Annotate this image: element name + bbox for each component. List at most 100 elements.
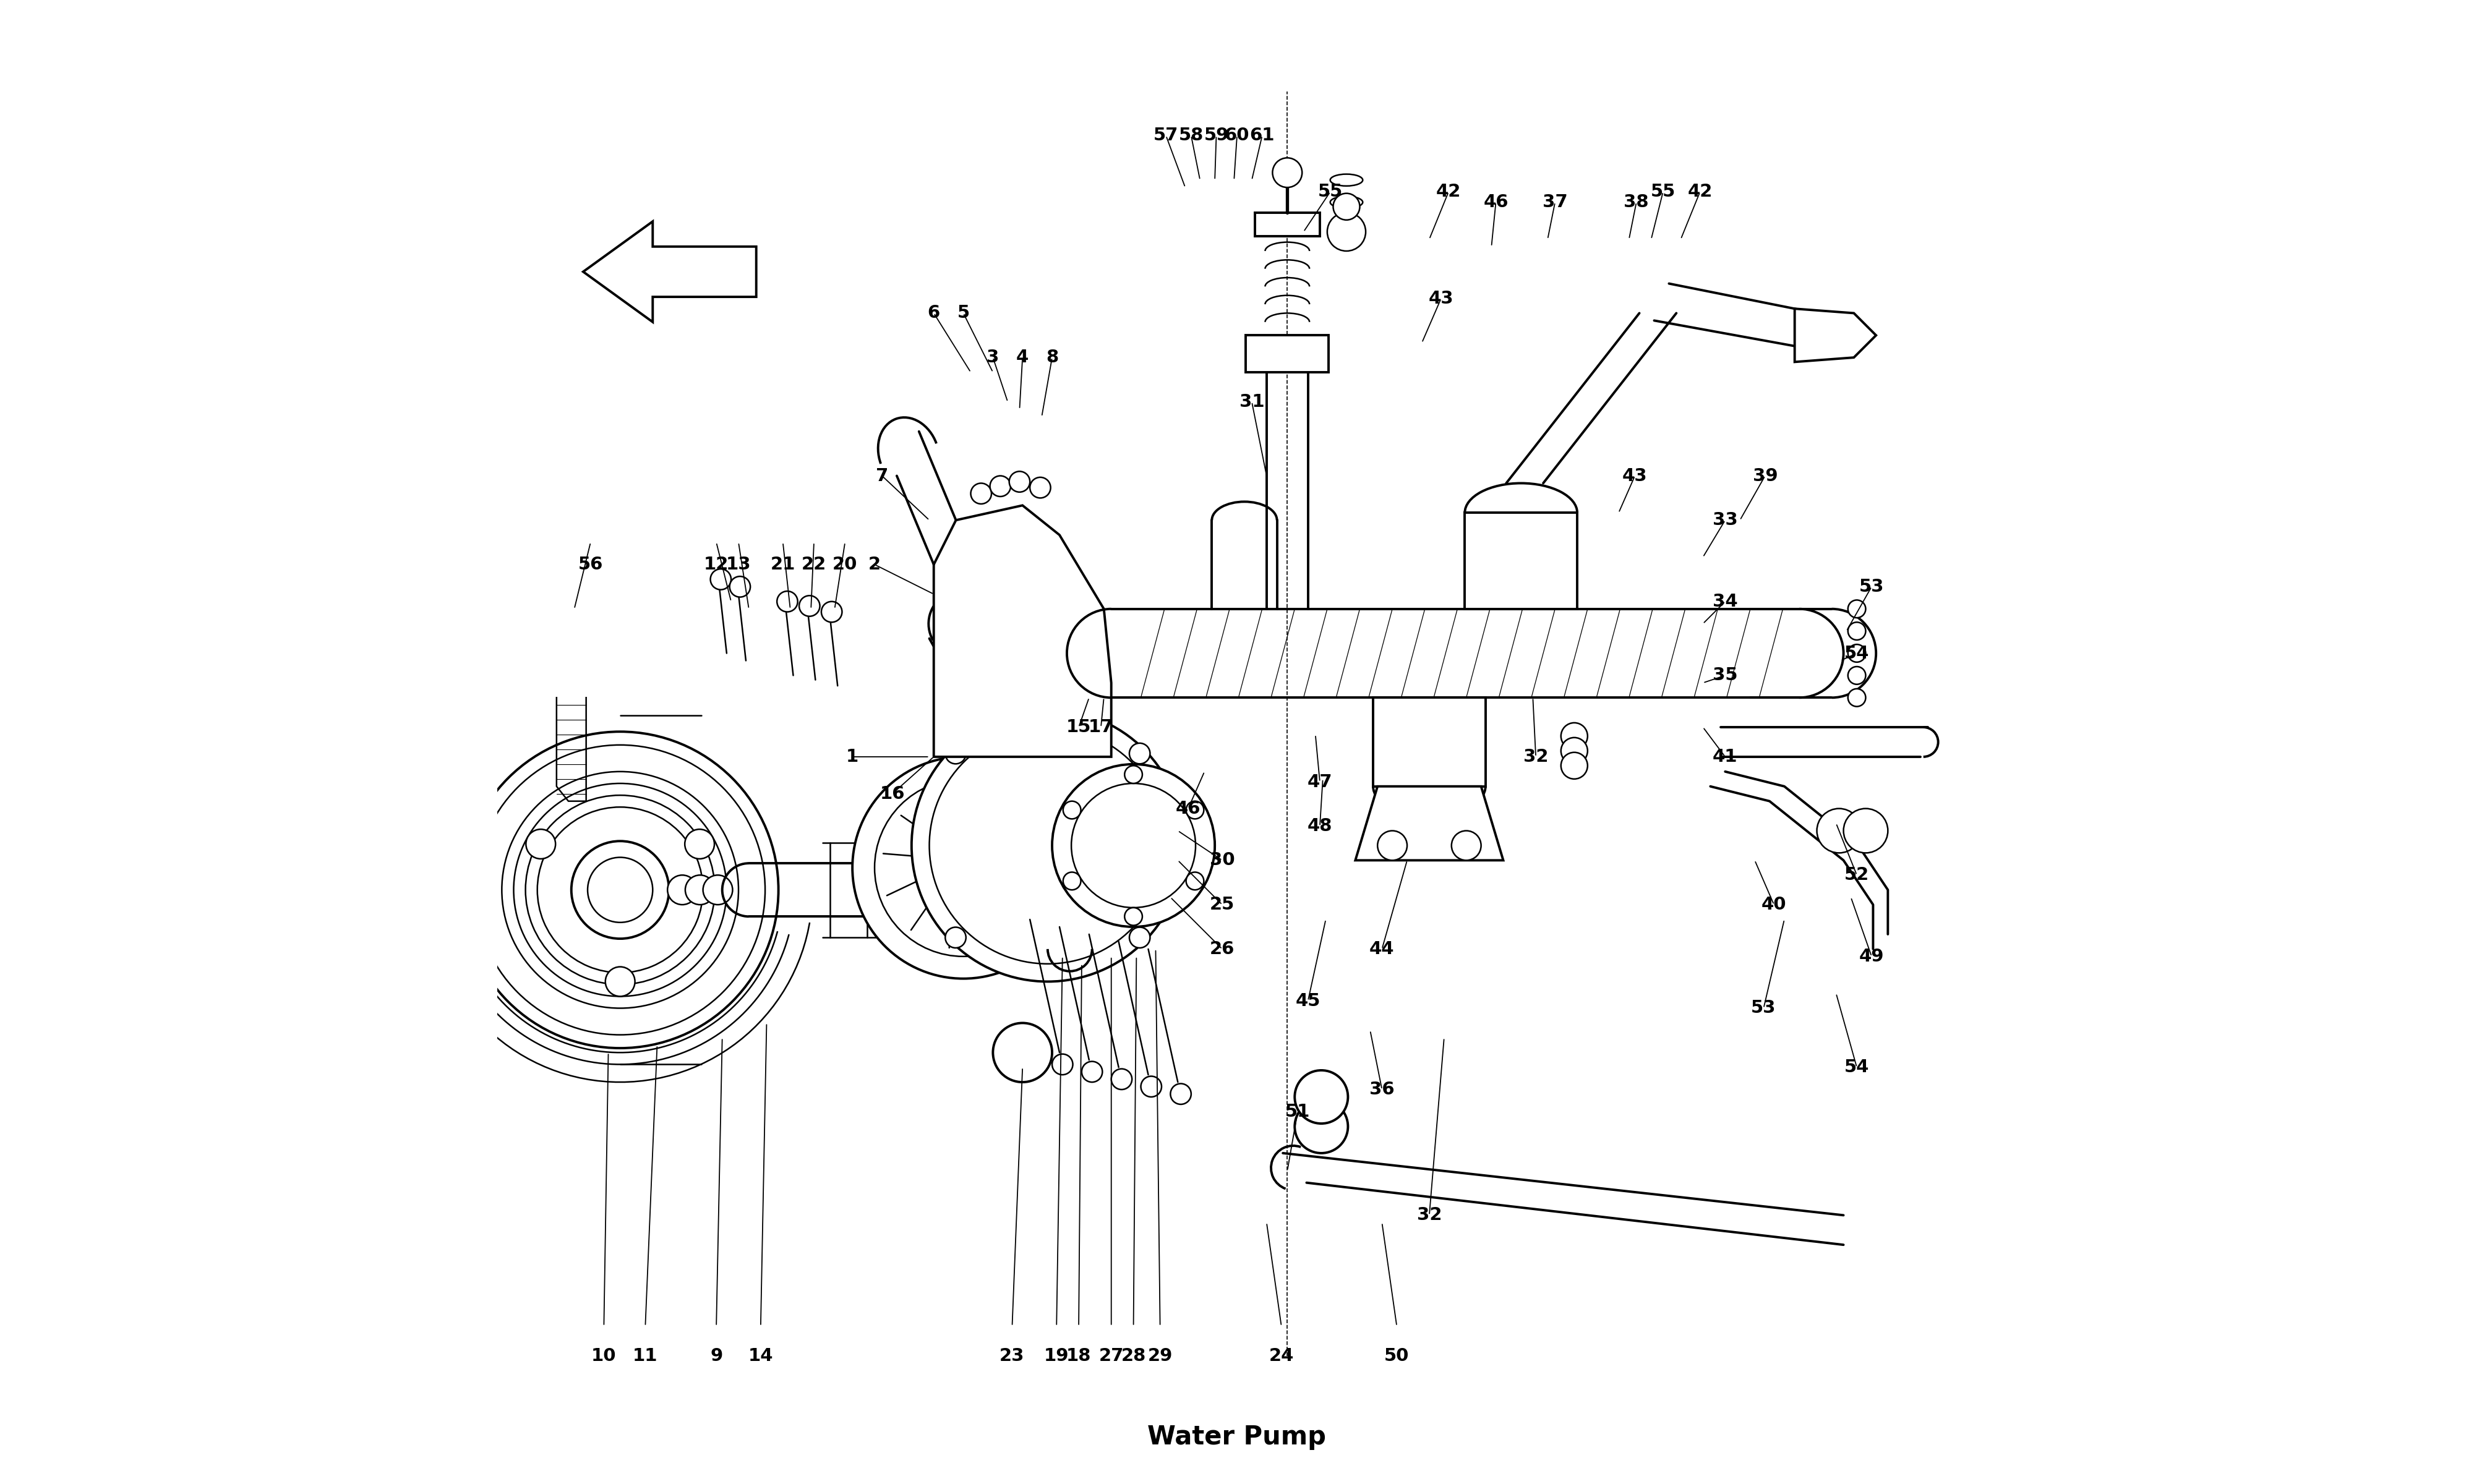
Circle shape bbox=[1128, 927, 1150, 948]
Circle shape bbox=[1126, 766, 1143, 784]
Text: 10: 10 bbox=[591, 1347, 616, 1364]
Circle shape bbox=[1051, 764, 1215, 927]
Circle shape bbox=[1561, 752, 1588, 779]
Text: 3: 3 bbox=[987, 349, 999, 367]
Circle shape bbox=[730, 576, 750, 597]
Circle shape bbox=[1378, 831, 1408, 861]
Text: 22: 22 bbox=[802, 556, 826, 573]
Text: 8: 8 bbox=[1047, 349, 1059, 367]
Polygon shape bbox=[1254, 212, 1319, 236]
Circle shape bbox=[589, 858, 653, 923]
Text: 46: 46 bbox=[1484, 193, 1509, 211]
Text: 15: 15 bbox=[1066, 718, 1091, 736]
Text: 36: 36 bbox=[1371, 1080, 1395, 1098]
Circle shape bbox=[970, 484, 992, 505]
Text: 26: 26 bbox=[1210, 941, 1235, 957]
Text: 28: 28 bbox=[1121, 1347, 1145, 1364]
Circle shape bbox=[1333, 193, 1361, 220]
Text: 55: 55 bbox=[1319, 183, 1343, 200]
Circle shape bbox=[685, 830, 715, 859]
Text: Water Pump: Water Pump bbox=[1148, 1425, 1326, 1450]
Text: 48: 48 bbox=[1306, 818, 1333, 835]
Circle shape bbox=[703, 876, 732, 905]
Circle shape bbox=[1170, 1083, 1190, 1104]
Text: 5: 5 bbox=[957, 304, 970, 322]
Circle shape bbox=[1843, 809, 1888, 853]
Circle shape bbox=[910, 709, 1183, 981]
Text: 42: 42 bbox=[1435, 183, 1462, 200]
Text: 40: 40 bbox=[1761, 896, 1786, 913]
Circle shape bbox=[1111, 1068, 1133, 1089]
Text: 11: 11 bbox=[633, 1347, 658, 1364]
Circle shape bbox=[1064, 873, 1081, 890]
Text: 25: 25 bbox=[1210, 896, 1235, 913]
Circle shape bbox=[1128, 743, 1150, 764]
Text: 33: 33 bbox=[1712, 512, 1737, 528]
Circle shape bbox=[1185, 873, 1205, 890]
Text: 49: 49 bbox=[1858, 948, 1885, 965]
Text: 2: 2 bbox=[868, 556, 881, 573]
Text: 52: 52 bbox=[1843, 867, 1870, 884]
Circle shape bbox=[710, 568, 732, 589]
Text: 44: 44 bbox=[1371, 941, 1395, 957]
Circle shape bbox=[1848, 666, 1865, 684]
Text: 53: 53 bbox=[1858, 579, 1885, 595]
Text: 1: 1 bbox=[846, 748, 858, 766]
Ellipse shape bbox=[1331, 196, 1363, 208]
Circle shape bbox=[668, 876, 698, 905]
Circle shape bbox=[990, 476, 1012, 497]
Text: 19: 19 bbox=[1044, 1347, 1069, 1364]
Circle shape bbox=[463, 732, 779, 1048]
Circle shape bbox=[1561, 738, 1588, 764]
Circle shape bbox=[1848, 689, 1865, 706]
Text: 4: 4 bbox=[1017, 349, 1029, 367]
Circle shape bbox=[606, 966, 636, 996]
Text: 20: 20 bbox=[834, 556, 858, 573]
Circle shape bbox=[527, 830, 557, 859]
Circle shape bbox=[945, 927, 965, 948]
Text: 56: 56 bbox=[579, 556, 604, 573]
Text: 18: 18 bbox=[1066, 1347, 1091, 1364]
Circle shape bbox=[821, 601, 841, 622]
Circle shape bbox=[854, 757, 1074, 978]
Circle shape bbox=[1126, 908, 1143, 926]
Text: 57: 57 bbox=[1153, 128, 1178, 144]
Circle shape bbox=[685, 876, 715, 905]
Text: 43: 43 bbox=[1623, 467, 1648, 484]
Circle shape bbox=[1848, 622, 1865, 640]
Text: 37: 37 bbox=[1541, 193, 1569, 211]
Text: 35: 35 bbox=[1712, 666, 1737, 684]
Text: 12: 12 bbox=[703, 556, 730, 573]
Text: 6: 6 bbox=[928, 304, 940, 322]
Polygon shape bbox=[1356, 787, 1504, 861]
Circle shape bbox=[1294, 1070, 1348, 1123]
Circle shape bbox=[1816, 809, 1860, 853]
Text: 39: 39 bbox=[1752, 467, 1779, 484]
Circle shape bbox=[1294, 1100, 1348, 1153]
Text: 51: 51 bbox=[1284, 1103, 1311, 1120]
Circle shape bbox=[1272, 157, 1301, 187]
Text: 17: 17 bbox=[1089, 718, 1113, 736]
Circle shape bbox=[1185, 801, 1205, 819]
Text: 13: 13 bbox=[725, 556, 752, 573]
Polygon shape bbox=[1465, 513, 1578, 608]
Text: 7: 7 bbox=[876, 467, 888, 484]
Text: 61: 61 bbox=[1249, 128, 1274, 144]
Circle shape bbox=[945, 849, 982, 887]
Text: 58: 58 bbox=[1178, 128, 1202, 144]
Circle shape bbox=[1141, 1076, 1163, 1097]
Text: 55: 55 bbox=[1650, 183, 1675, 200]
Circle shape bbox=[1081, 1061, 1103, 1082]
Text: 14: 14 bbox=[747, 1347, 774, 1364]
Text: 31: 31 bbox=[1239, 393, 1264, 411]
Text: 54: 54 bbox=[1843, 644, 1870, 662]
Circle shape bbox=[1029, 478, 1051, 499]
Circle shape bbox=[945, 743, 965, 764]
Text: 54: 54 bbox=[1843, 1058, 1870, 1076]
Circle shape bbox=[992, 1022, 1051, 1082]
Text: 59: 59 bbox=[1205, 128, 1230, 144]
Text: 32: 32 bbox=[1418, 1206, 1442, 1224]
Text: 46: 46 bbox=[1175, 800, 1200, 818]
Polygon shape bbox=[1247, 335, 1329, 372]
Text: 16: 16 bbox=[881, 785, 905, 803]
